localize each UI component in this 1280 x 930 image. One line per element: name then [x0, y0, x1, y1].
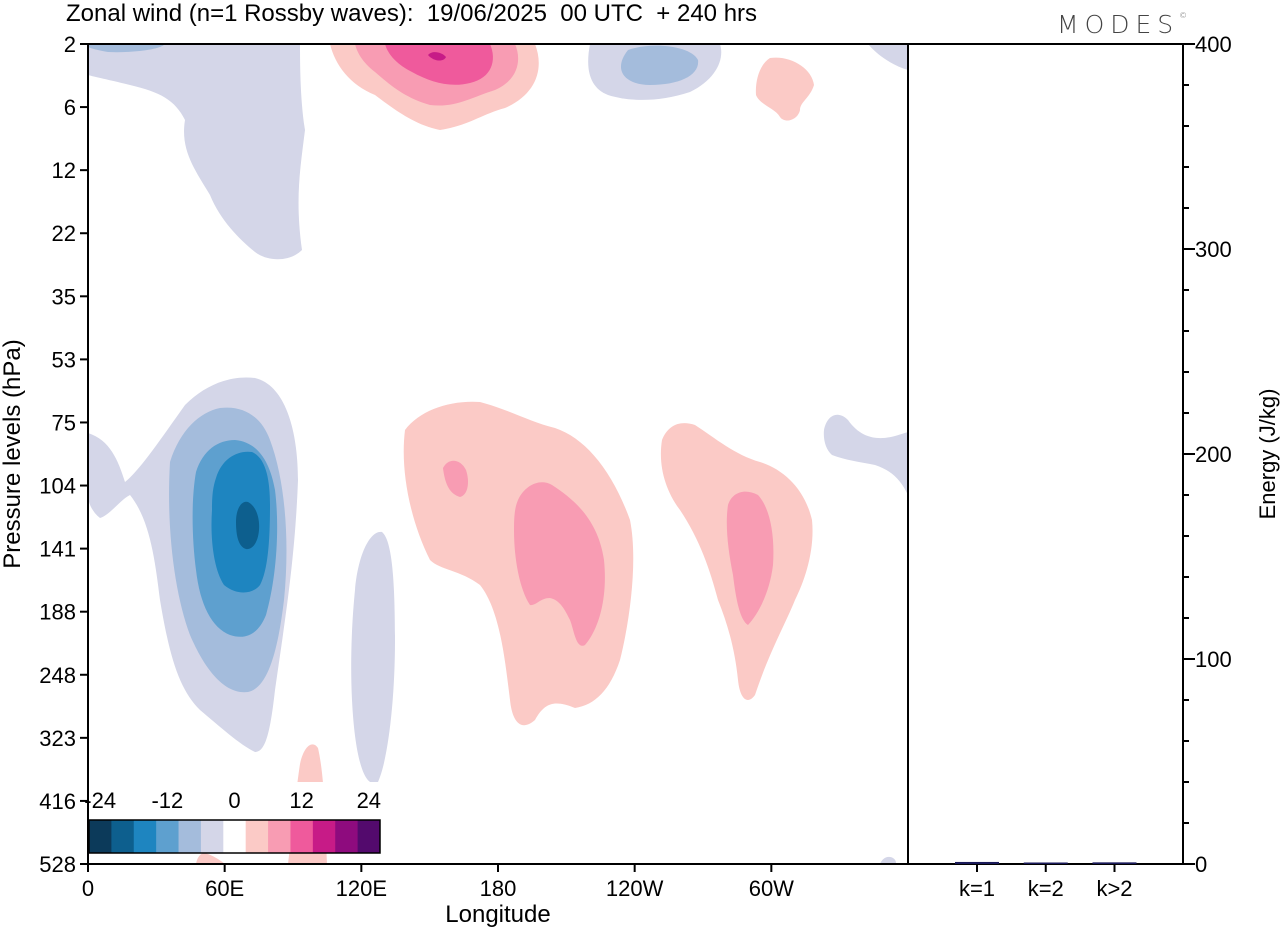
- colorbar-tick-label: -24: [84, 788, 116, 813]
- y-tick-label: 528: [39, 852, 76, 877]
- logo-text: MODES: [1057, 10, 1180, 39]
- modes-logo: MODES©: [1057, 10, 1188, 39]
- energy-tick-label: 200: [1195, 442, 1232, 467]
- y-tick-label: 104: [39, 474, 76, 499]
- energy-bar: [1023, 862, 1068, 864]
- contour-pos-8-right: [726, 491, 774, 625]
- contour-pos-4-top-right: [755, 57, 814, 121]
- contour-field: [88, 44, 908, 864]
- y-tick-label: 12: [52, 158, 76, 183]
- contour-pos-8-small-mid: [443, 460, 468, 497]
- colorbar-swatch: [178, 820, 202, 853]
- contour-neg-4-top-right-corner: [868, 44, 908, 70]
- contour-pos-4-bottom-left: [196, 853, 225, 864]
- y-tick-label: 35: [52, 284, 76, 309]
- energy-category-label: k=1: [959, 876, 995, 901]
- y-tick-label: 75: [52, 410, 76, 435]
- contour-neg-24-vortex: [236, 501, 260, 550]
- y-tick-label: 416: [39, 789, 76, 814]
- colorbar-border: [88, 819, 381, 854]
- colorbar-swatch: [133, 820, 157, 853]
- energy-tick-label: 300: [1195, 237, 1232, 262]
- colorbar-swatch: [357, 820, 381, 853]
- y-tick-label: 22: [52, 221, 76, 246]
- colorbar-tick-label: 12: [289, 788, 313, 813]
- energy-category-label: k=2: [1028, 876, 1064, 901]
- colorbar-tick-label: 0: [228, 788, 240, 813]
- y-tick-label: 188: [39, 600, 76, 625]
- energy-tick-label: 100: [1195, 647, 1232, 672]
- contour-neg-4-thin: [351, 531, 395, 784]
- energy-plot-frame: [907, 43, 1184, 865]
- contour-neg-8-top-left: [88, 44, 165, 53]
- colorbar-swatch: [290, 820, 314, 853]
- colorbar-swatch: [312, 820, 336, 853]
- contour-pos-20-top: [428, 52, 446, 61]
- colorbar-swatch: [223, 820, 247, 853]
- energy-bar: [1092, 862, 1137, 864]
- colorbar-swatch: [111, 820, 135, 853]
- energy-tick-label: 400: [1195, 32, 1232, 57]
- y-tick-label: 248: [39, 663, 76, 688]
- energy-axis-label: Energy (J/kg): [1255, 389, 1280, 520]
- energy-category-label: k>2: [1096, 876, 1132, 901]
- y-tick-label: 2: [64, 32, 76, 57]
- chart-title: Zonal wind (n=1 Rossby waves): 19/06/202…: [66, 0, 758, 27]
- colorbar-swatch: [89, 820, 112, 853]
- colorbar-label-bg: [89, 782, 380, 820]
- x-tick-label: 120E: [336, 876, 387, 901]
- colorbar-swatch: [335, 820, 359, 853]
- y-tick-label: 53: [52, 347, 76, 372]
- contour-pos-8-mid: [514, 482, 605, 646]
- x-tick-label: 60W: [749, 876, 794, 901]
- contour-neg-8-top-center: [620, 45, 699, 85]
- y-axis-left: 2 6 12 22 35 53 75 104 141 188 248 323 416 528: [39, 32, 88, 877]
- contour-neg-4-bottom-right: [880, 856, 896, 864]
- colorbar-swatch: [200, 820, 224, 853]
- x-tick-label: 60E: [205, 876, 244, 901]
- energy-tick-label: 0: [1195, 852, 1207, 877]
- colorbar-tick-label: 24: [357, 788, 381, 813]
- colorbar-swatch: [245, 820, 269, 853]
- x-tick-label: 0: [82, 876, 94, 901]
- colorbar-swatch: [268, 820, 291, 853]
- x-axis-label: Longitude: [445, 901, 550, 928]
- y-tick-label: 141: [39, 537, 76, 562]
- y-axis-label: Pressure levels (hPa): [0, 339, 26, 568]
- y-tick-label: 6: [64, 95, 76, 120]
- colorbar-swatch: [156, 820, 180, 853]
- energy-bar: [955, 861, 999, 864]
- x-tick-label: 180: [480, 876, 517, 901]
- y-tick-label: 323: [39, 726, 76, 751]
- x-axis: 0 60E 120E 180 120W 60W: [82, 864, 794, 901]
- y-axis-right: 0 100 200 300 400: [1183, 32, 1232, 877]
- energy-bars: k=1 k=2 k>2: [955, 861, 1137, 901]
- contour-neg-4-top-left: [88, 44, 305, 260]
- colorbar-tick-label: -12: [151, 788, 183, 813]
- colorbar: -24 -12 0 12 24: [84, 782, 381, 854]
- x-tick-label: 120W: [606, 876, 664, 901]
- contour-neg-4-right-edge: [823, 414, 908, 495]
- contour-pos-12-top: [385, 44, 493, 85]
